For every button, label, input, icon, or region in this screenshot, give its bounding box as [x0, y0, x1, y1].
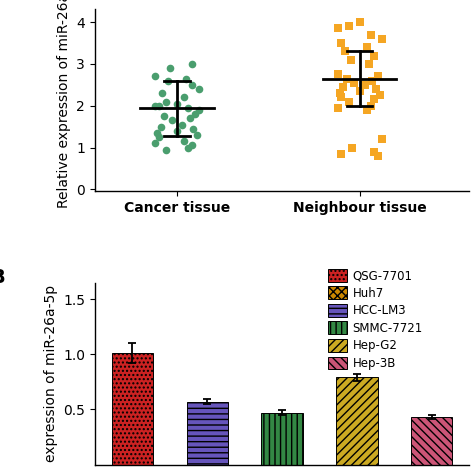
Bar	[411, 417, 452, 465]
Y-axis label: Relative expression of miR-26a: Relative expression of miR-26a	[57, 0, 71, 208]
Y-axis label: expression of miR-26a-5p: expression of miR-26a-5p	[44, 285, 57, 462]
Bar	[187, 401, 228, 465]
Text: B: B	[0, 268, 5, 287]
Legend: QSG-7701, Huh7, HCC-LM3, SMMC-7721, Hep-G2, Hep-3B: QSG-7701, Huh7, HCC-LM3, SMMC-7721, Hep-…	[325, 266, 425, 372]
Bar	[337, 377, 377, 465]
Bar	[112, 353, 153, 465]
Bar	[262, 413, 302, 465]
